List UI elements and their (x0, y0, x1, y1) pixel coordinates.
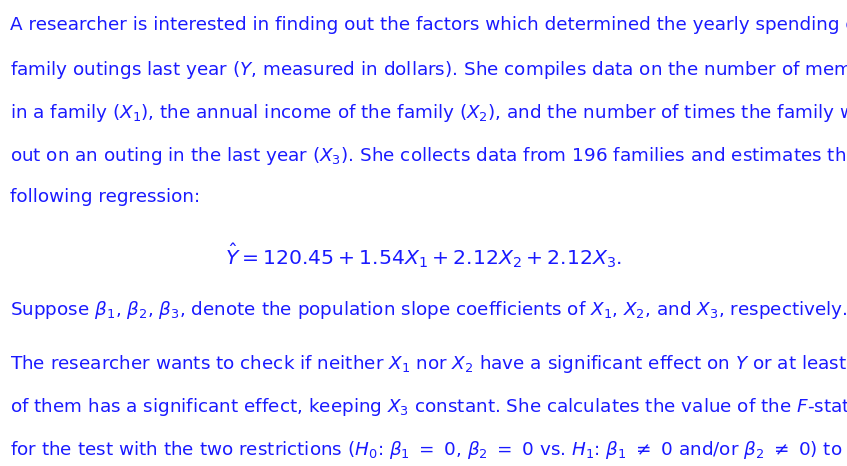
Text: of them has a significant effect, keeping $X_3$ constant. She calculates the val: of them has a significant effect, keepin… (10, 396, 847, 418)
Text: in a family ($X_1$), the annual income of the family ($X_2$), and the number of : in a family ($X_1$), the annual income o… (10, 102, 847, 124)
Text: Suppose $\beta_1$, $\beta_2$, $\beta_3$, denote the population slope coefficient: Suppose $\beta_1$, $\beta_2$, $\beta_3$,… (10, 299, 847, 321)
Text: for the test with the two restrictions ($H_0$: $\beta_1$ $=$ 0, $\beta_2$ $=$ 0 : for the test with the two restrictions (… (10, 439, 847, 460)
Text: family outings last year ($Y$, measured in dollars). She compiles data on the nu: family outings last year ($Y$, measured … (10, 59, 847, 81)
Text: following regression:: following regression: (10, 188, 200, 206)
Text: $\hat{Y}= 120.45 + 1.54X_1 + 2.12X_2 + 2.12X_3.$: $\hat{Y}= 120.45 + 1.54X_1 + 2.12X_2 + 2… (225, 241, 622, 270)
Text: A researcher is interested in finding out the factors which determined the yearl: A researcher is interested in finding ou… (10, 16, 847, 34)
Text: out on an outing in the last year ($X_3$). She collects data from 196 families a: out on an outing in the last year ($X_3$… (10, 145, 847, 167)
Text: The researcher wants to check if neither $X_1$ nor $X_2$ have a significant effe: The researcher wants to check if neither… (10, 353, 847, 375)
